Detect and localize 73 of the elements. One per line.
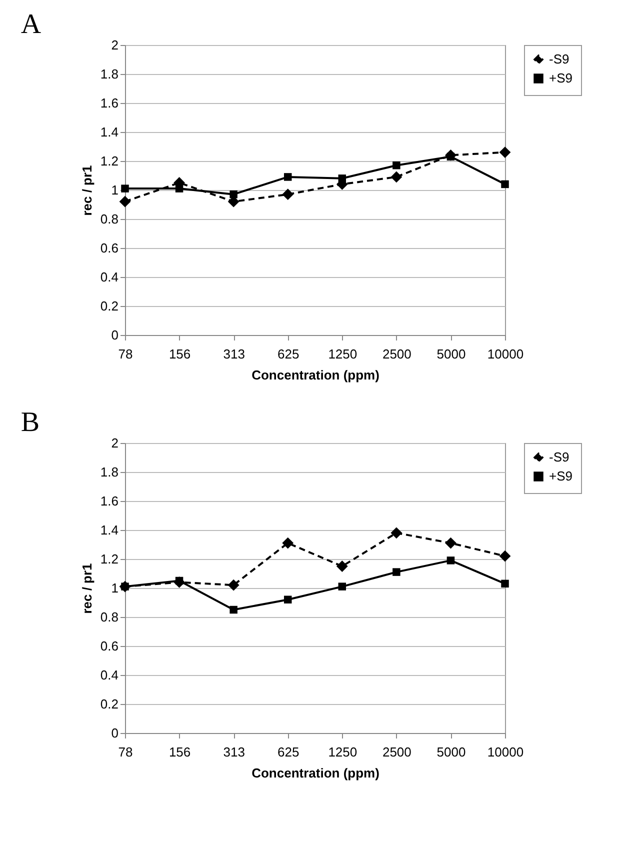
point: [338, 174, 346, 182]
point: [445, 537, 456, 549]
y-tick-label: 0.4: [100, 668, 118, 682]
y-tick-label: 2: [111, 38, 118, 52]
point: [446, 556, 455, 564]
y-tick-label: 1.6: [100, 96, 118, 110]
point: [282, 537, 294, 549]
point: [284, 596, 292, 604]
y-tick-label: 0.4: [100, 270, 118, 284]
x-tick-label: 156: [168, 744, 191, 760]
point: [501, 580, 509, 588]
legend-label: -S9: [549, 52, 570, 66]
x-tick-label: 156: [168, 346, 191, 362]
x-tick-label: 2500: [382, 744, 412, 760]
point: [175, 184, 184, 192]
x-tick-label: 625: [278, 346, 300, 362]
y-tick-label: 0: [111, 726, 118, 740]
x-axis-title: Concentration (ppm): [252, 368, 380, 382]
legend-label: +S9: [549, 70, 572, 86]
legend-label: -S9: [549, 450, 570, 464]
y-tick-label: 0: [111, 328, 118, 342]
y-tick-label: 1.8: [100, 464, 118, 480]
x-tick-label: 78: [118, 744, 133, 760]
y-axis-title: rec / pr1: [79, 563, 94, 614]
y-axis-title: rec / pr1: [79, 165, 94, 216]
chart-title: B: [20, 407, 40, 438]
point: [336, 560, 348, 572]
x-tick-label: 313: [223, 744, 245, 760]
y-tick-label: 1.6: [100, 494, 118, 508]
point: [284, 173, 292, 181]
x-tick-label: 5000: [436, 346, 466, 362]
point: [175, 576, 184, 585]
y-tick-label: 0.8: [100, 610, 118, 624]
y-tick-label: 1.2: [100, 552, 118, 566]
y-tick-label: 0.6: [100, 240, 118, 256]
point: [338, 582, 346, 590]
y-tick-label: 1: [111, 580, 118, 596]
y-tick-label: 1: [111, 182, 118, 198]
y-tick-label: 2: [111, 436, 118, 450]
point: [228, 579, 240, 591]
legend-label: +S9: [549, 468, 572, 484]
point: [499, 146, 511, 158]
x-tick-label: 2500: [382, 346, 412, 362]
x-tick-label: 1250: [328, 346, 358, 362]
y-tick-label: 0.6: [100, 638, 118, 654]
point: [392, 161, 400, 170]
point: [230, 606, 238, 614]
chart-title: A: [20, 9, 42, 40]
point: [282, 188, 294, 200]
point: [390, 527, 402, 539]
point: [230, 190, 238, 198]
y-tick-label: 0.2: [100, 298, 118, 314]
point: [501, 180, 509, 188]
y-tick-label: 0.8: [100, 212, 118, 226]
y-tick-label: 1.4: [100, 522, 118, 538]
x-tick-label: 313: [223, 346, 245, 362]
x-tick-label: 5000: [436, 744, 466, 760]
point: [446, 152, 455, 161]
x-tick-label: 1250: [328, 744, 358, 760]
point: [392, 568, 400, 576]
y-tick-label: 0.2: [100, 696, 118, 712]
x-tick-label: 78: [118, 346, 133, 362]
point: [390, 171, 402, 183]
y-tick-label: 1.4: [100, 124, 118, 140]
x-tick-label: 10000: [487, 744, 524, 760]
point: [119, 196, 131, 208]
x-tick-label: 625: [278, 744, 300, 760]
point: [121, 184, 129, 192]
x-tick-label: 10000: [487, 346, 524, 362]
x-axis-title: Concentration (ppm): [252, 766, 380, 780]
point: [499, 550, 511, 562]
y-tick-label: 1.8: [100, 66, 118, 82]
y-tick-label: 1.2: [100, 154, 118, 168]
